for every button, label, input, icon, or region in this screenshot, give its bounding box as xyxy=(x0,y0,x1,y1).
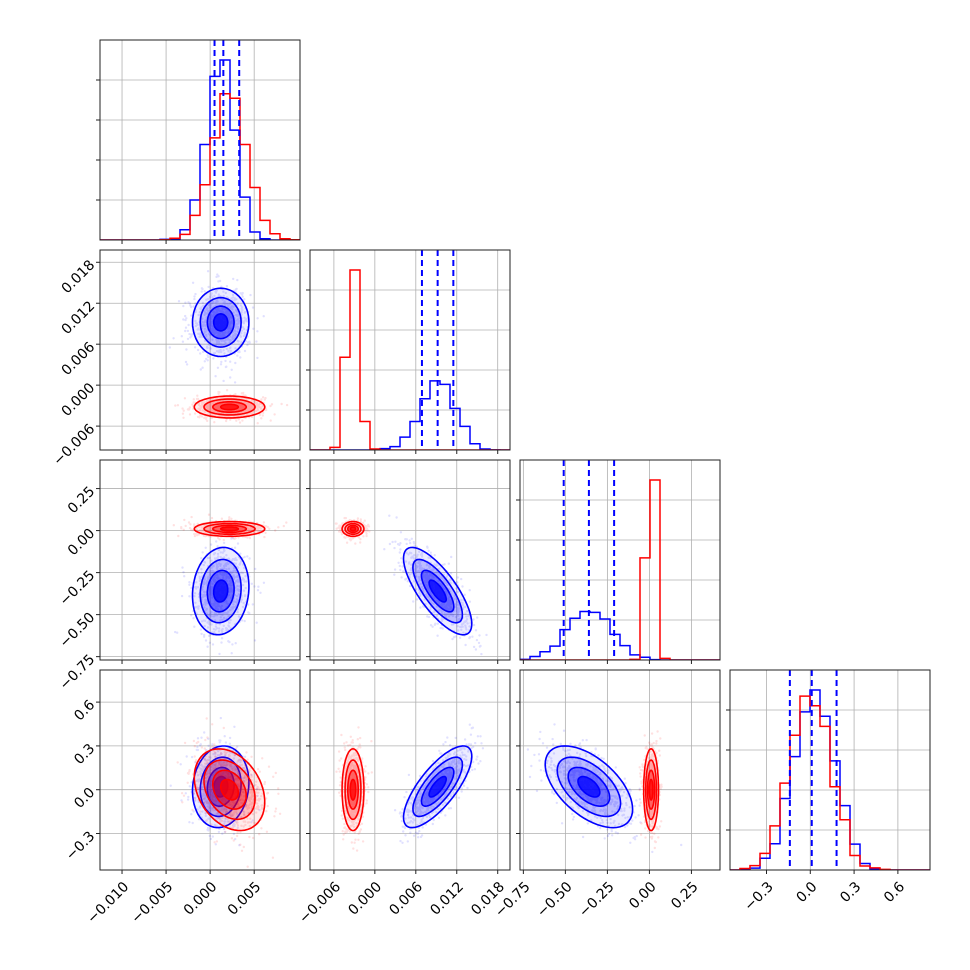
grid-2-0 xyxy=(100,460,300,660)
x-tick-label: −0.3 xyxy=(741,879,776,914)
x-tick-label: 0.00 xyxy=(626,879,659,912)
panel-frame xyxy=(309,459,511,661)
panel-frame xyxy=(99,39,301,241)
panel-frame xyxy=(309,249,511,451)
panel-1-1 xyxy=(306,249,511,454)
contour-series-1 xyxy=(219,403,240,411)
plot-area-2-0 xyxy=(172,513,288,656)
panel-2-2 xyxy=(516,459,721,664)
panel-frame xyxy=(99,669,301,871)
y-tick-label: 0.006 xyxy=(59,339,99,379)
y-tick-label: 0.6 xyxy=(71,697,98,724)
panel-frame xyxy=(99,459,301,661)
x-tick-label: −0.25 xyxy=(576,879,618,921)
panel-2-1 xyxy=(306,459,511,664)
x-tick-label: −0.010 xyxy=(84,879,132,927)
histogram-series-0 xyxy=(520,610,720,660)
plot-area-3-1 xyxy=(335,723,485,852)
y-tick-label: 0.0 xyxy=(71,785,98,812)
histogram-series-1 xyxy=(730,695,930,870)
panel-3-3 xyxy=(726,669,931,874)
contour-series-1 xyxy=(349,778,357,801)
contour-series-1 xyxy=(349,526,357,532)
grid-2-2 xyxy=(520,460,720,660)
panel-2-0 xyxy=(96,459,301,664)
histogram-series-0 xyxy=(310,380,510,450)
contour-series-0 xyxy=(428,775,447,798)
y-tick-label: 0.018 xyxy=(59,257,99,297)
panel-frame xyxy=(519,669,721,871)
x-tick-label: 0.000 xyxy=(345,879,385,919)
grid-3-2 xyxy=(520,670,720,870)
plot-area-3-3 xyxy=(730,670,930,870)
x-tick-label: 0.006 xyxy=(386,879,426,919)
y-tick-label: −0.50 xyxy=(57,610,99,652)
y-tick-label: 0.012 xyxy=(59,298,99,338)
y-tick-label: 0.00 xyxy=(65,526,98,559)
y-tick-label: −0.75 xyxy=(57,652,99,694)
plot-area-1-0 xyxy=(168,270,289,425)
grid-2-1 xyxy=(310,460,510,660)
y-tick-label: 0.3 xyxy=(71,741,98,768)
panel-3-2 xyxy=(516,669,721,874)
contour-series-0 xyxy=(212,579,229,603)
grid-3-1 xyxy=(310,670,510,870)
plot-area-1-1 xyxy=(310,250,510,450)
x-tick-label: −0.50 xyxy=(534,879,576,921)
panel-frame xyxy=(309,669,511,871)
contour-series-1 xyxy=(219,778,240,801)
contour-series-1 xyxy=(648,778,654,801)
x-tick-label: 0.012 xyxy=(427,879,467,919)
histogram-series-0 xyxy=(100,59,300,240)
grid-3-0 xyxy=(100,670,300,870)
x-tick-label: 0.6 xyxy=(881,879,908,906)
y-tick-label: −0.25 xyxy=(57,568,99,610)
x-tick-label: 0.3 xyxy=(837,879,864,906)
x-tick-label: 0.0 xyxy=(793,879,820,906)
y-tick-label: −0.006 xyxy=(50,421,98,469)
panel-1-0 xyxy=(96,249,301,454)
contour-series-0 xyxy=(212,312,229,332)
x-tick-label: −0.006 xyxy=(296,879,344,927)
panel-3-0 xyxy=(96,669,301,874)
histogram-series-1 xyxy=(100,92,300,240)
x-tick-label: 0.005 xyxy=(225,879,265,919)
x-tick-label: 0.25 xyxy=(668,879,701,912)
panel-frame xyxy=(519,459,721,661)
grid-1-0 xyxy=(100,250,300,450)
plot-area-2-2 xyxy=(520,460,720,660)
y-tick-label: 0.25 xyxy=(65,484,98,517)
panel-frame xyxy=(99,249,301,451)
contour-series-0 xyxy=(577,775,601,798)
plot-area-2-1 xyxy=(334,514,488,656)
y-tick-label: 0.000 xyxy=(59,380,99,420)
y-tick-label: −0.3 xyxy=(63,828,98,863)
panel-0-0 xyxy=(96,39,301,244)
panel-3-1 xyxy=(306,669,511,874)
histogram-series-1 xyxy=(520,479,720,660)
contour-series-1 xyxy=(219,526,240,532)
grid-1-1 xyxy=(310,250,510,450)
plot-area-0-0 xyxy=(100,40,300,240)
plot-area-3-0 xyxy=(169,716,282,868)
contour-series-0 xyxy=(428,579,447,603)
histogram-series-1 xyxy=(310,269,510,450)
x-tick-label: 0.000 xyxy=(181,879,221,919)
x-tick-label: −0.005 xyxy=(128,879,176,927)
panel-frame xyxy=(729,669,931,871)
plot-area-3-2 xyxy=(526,723,683,854)
